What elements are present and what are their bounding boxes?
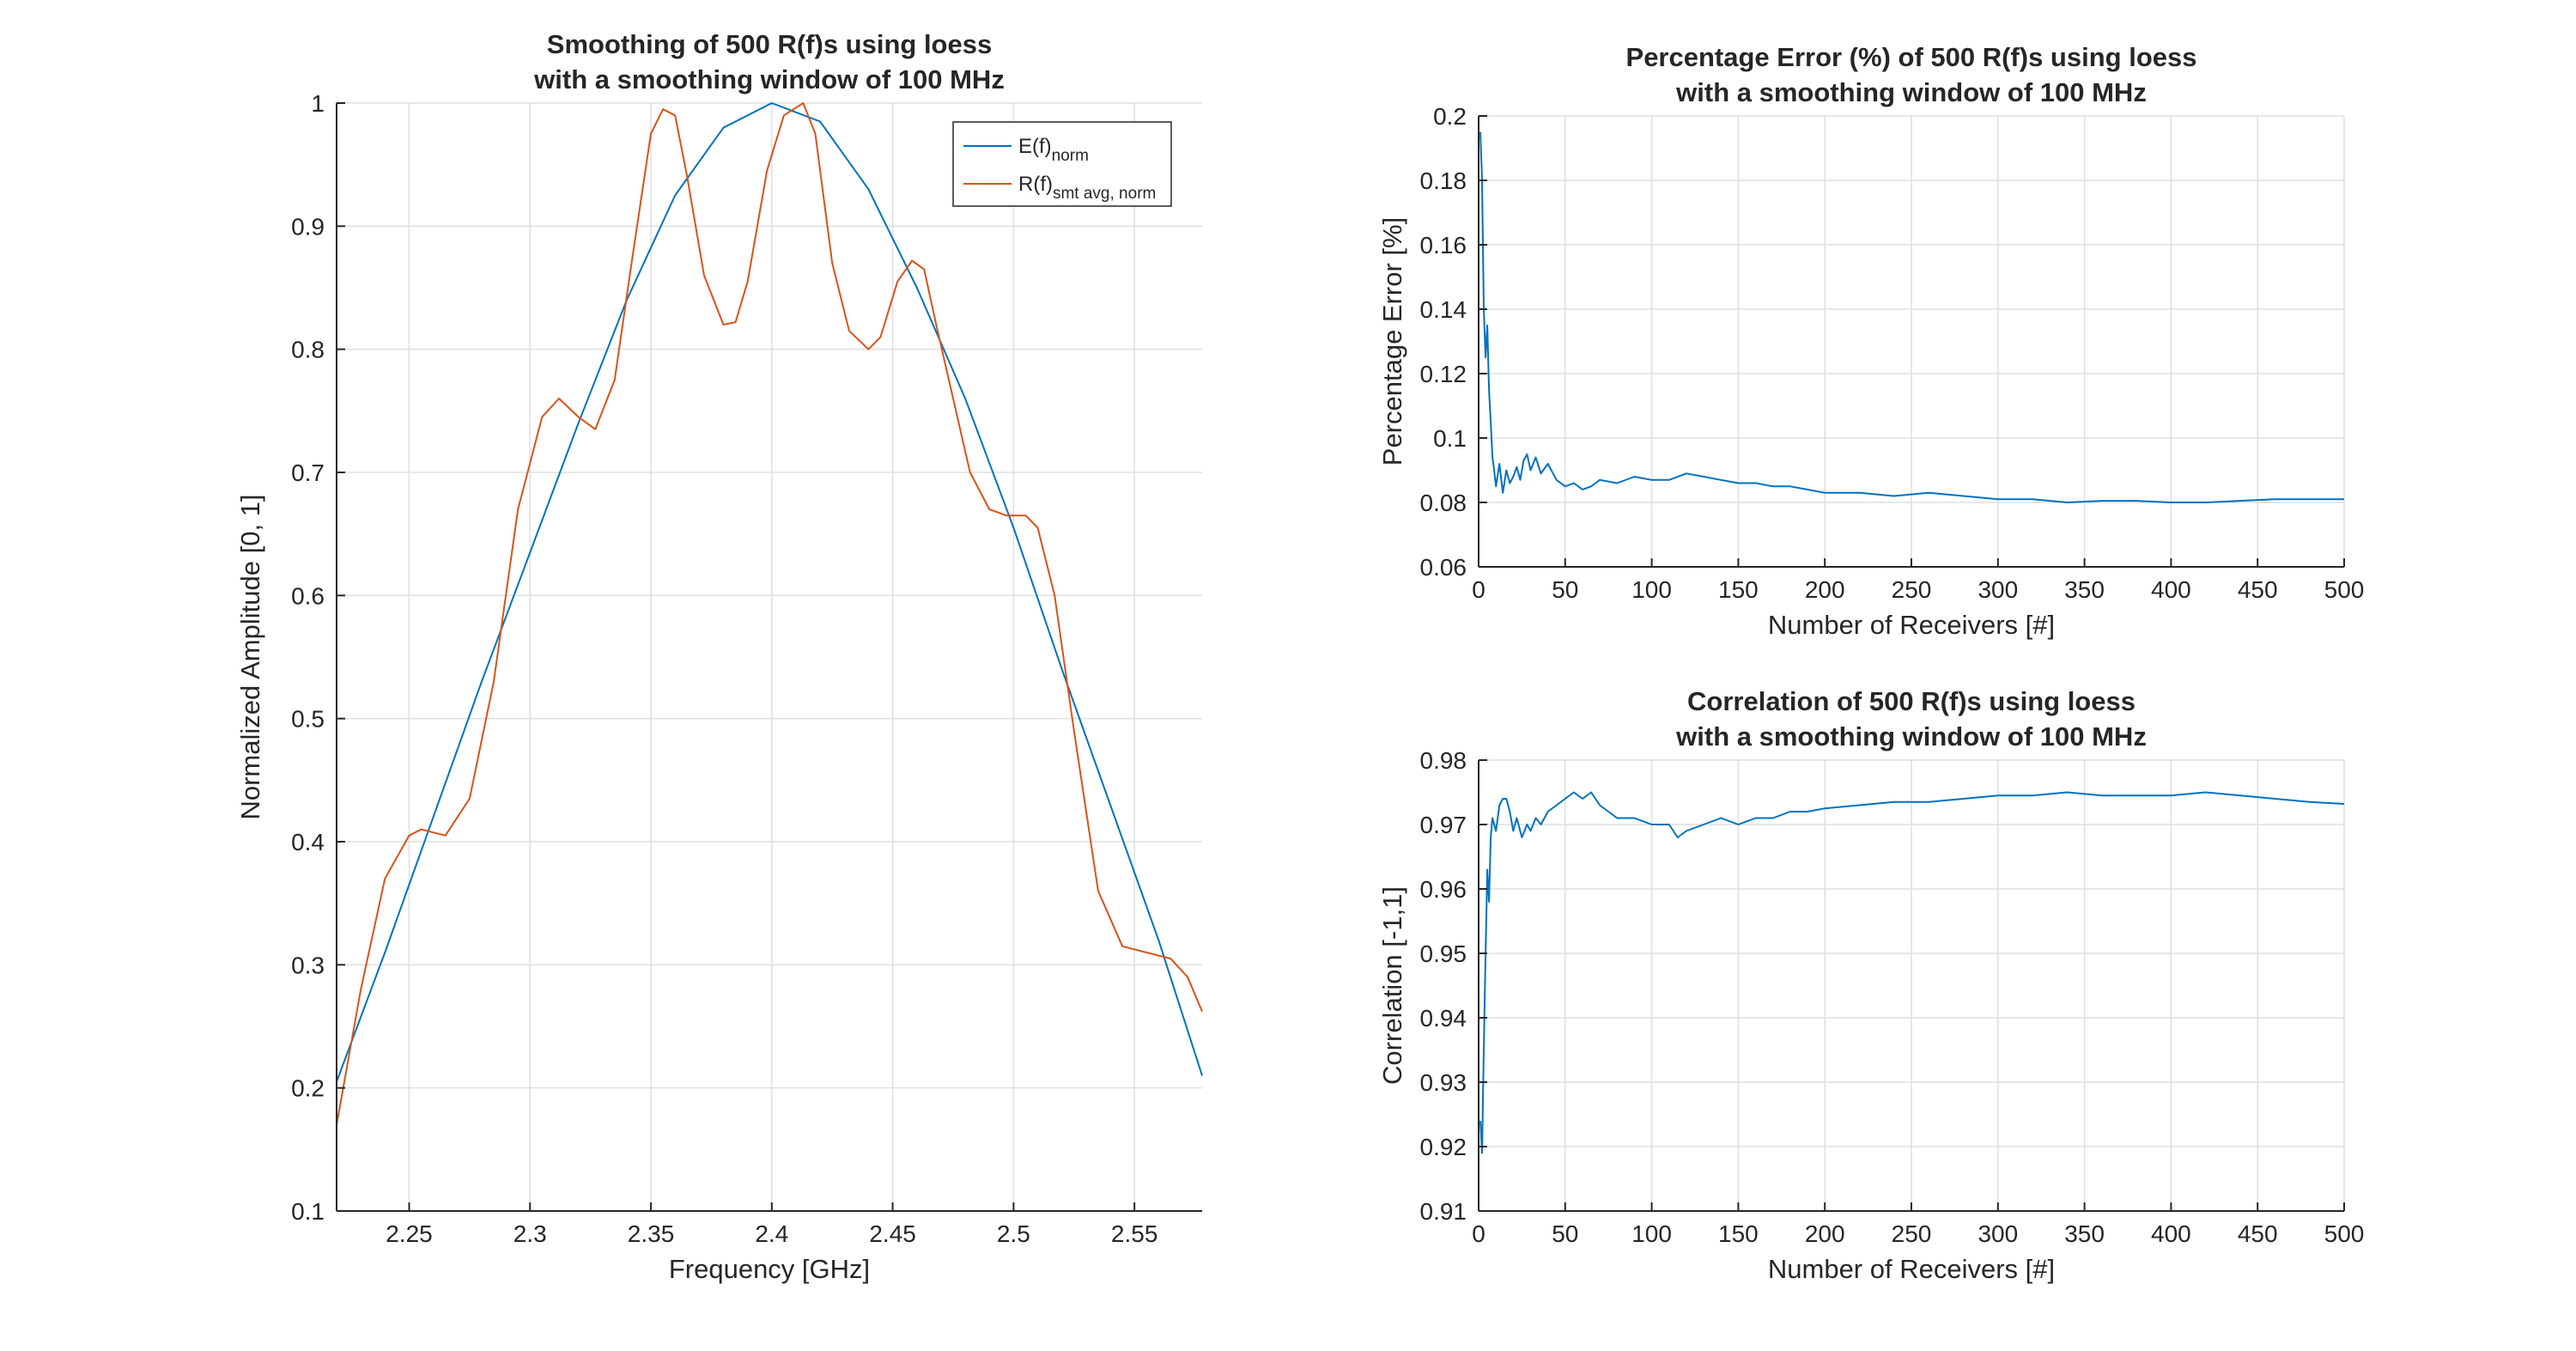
y-tick-label: 0.18 xyxy=(1420,167,1467,194)
x-tick-label: 450 xyxy=(2238,576,2278,603)
x-tick-label: 2.5 xyxy=(997,1220,1030,1247)
y-tick-label: 0.2 xyxy=(291,1075,325,1102)
y-axis-label: Normalized Amplitude [0, 1] xyxy=(235,494,265,819)
x-tick-label: 350 xyxy=(2064,1220,2105,1247)
legend-box xyxy=(952,121,1172,207)
y-tick-label: 0.7 xyxy=(291,459,325,486)
legend-sub-text: norm xyxy=(1052,147,1089,165)
x-tick-label: 400 xyxy=(2151,1220,2191,1247)
y-tick-label: 0.98 xyxy=(1420,747,1467,774)
y-tick-label: 0.93 xyxy=(1420,1069,1467,1096)
x-tick-label: 50 xyxy=(1552,1220,1578,1247)
chart-title-line-0: Correlation of 500 R(f)s using loess xyxy=(1687,686,2136,716)
y-tick-label: 0.92 xyxy=(1420,1134,1467,1160)
chart-title-line-1: with a smoothing window of 100 MHz xyxy=(1675,721,2147,752)
y-tick-label: 0.96 xyxy=(1420,876,1467,903)
x-axis-label: Frequency [GHz] xyxy=(669,1254,870,1284)
x-tick-label: 2.25 xyxy=(386,1220,433,1247)
y-tick-label: 0.97 xyxy=(1420,812,1467,838)
y-tick-label: 0.06 xyxy=(1420,554,1467,581)
series-line-0 xyxy=(1479,791,2345,1154)
x-tick-label: 300 xyxy=(1978,1220,2018,1247)
y-tick-label: 0.1 xyxy=(291,1198,325,1225)
x-tick-label: 250 xyxy=(1892,1220,1932,1247)
legend-sub-text: smt avg, norm xyxy=(1053,185,1156,203)
y-tick-label: 0.08 xyxy=(1420,490,1467,516)
y-tick-label: 0.95 xyxy=(1420,940,1467,967)
y-tick-label: 0.14 xyxy=(1420,296,1467,323)
x-axis-label: Number of Receivers [#] xyxy=(1768,1254,2055,1284)
chart-left: 2.25 2.3 2.35 2.4 2.45 2.5 2.55 0.1 0.2 0.3 0.4 0.5… xyxy=(235,29,1203,1284)
y-tick-label: 0.3 xyxy=(291,952,325,978)
y-tick-label: 0.8 xyxy=(291,337,325,363)
grid xyxy=(337,102,1202,1212)
x-tick-label: 500 xyxy=(2324,576,2365,603)
chart-title-line-0: Percentage Error (%) of 500 R(f)s using … xyxy=(1626,42,2197,72)
legend-entry-0: E(f)norm xyxy=(1018,135,1089,165)
x-tick-label: 0 xyxy=(1472,576,1485,603)
x-tick-label: 2.3 xyxy=(513,1220,547,1247)
y-tick-label: 0.91 xyxy=(1420,1198,1467,1225)
y-tick-label: 0.9 xyxy=(291,213,325,240)
y-axis-label: Correlation [-1,1] xyxy=(1377,886,1407,1085)
y-tick-label: 0.16 xyxy=(1420,232,1467,259)
y-tick-label: 0.5 xyxy=(291,706,325,733)
x-tick-label: 300 xyxy=(1978,576,2018,603)
x-axis-label: Number of Receivers [#] xyxy=(1768,610,2055,640)
grid xyxy=(1478,115,2345,568)
series-line-0 xyxy=(1479,131,2344,503)
chart-bottom-right: 0 50 100 150 200 250 300 350 400 450 500 0.91 0.92 0.… xyxy=(1377,686,2364,1284)
legend-entry-1: R(f)smt avg, norm xyxy=(1018,173,1156,203)
x-tick-label: 350 xyxy=(2064,576,2105,603)
grid xyxy=(1478,759,2345,1212)
chart-title-line-1: with a smoothing window of 100 MHz xyxy=(1675,77,2147,107)
y-tick-label: 0.12 xyxy=(1420,361,1467,387)
x-tick-label: 2.55 xyxy=(1111,1220,1158,1247)
y-tick-label: 0.6 xyxy=(291,582,325,609)
x-tick-label: 2.45 xyxy=(869,1220,916,1247)
chart-title-line-0: Smoothing of 500 R(f)s using loess xyxy=(547,29,992,59)
x-tick-label: 500 xyxy=(2324,1220,2365,1247)
x-tick-label: 450 xyxy=(2238,1220,2278,1247)
chart-top-right: 0 50 100 150 200 250 300 350 400 450 500 0.06 0.08 0.… xyxy=(1377,42,2364,640)
y-tick-label: 0.4 xyxy=(291,829,325,855)
x-tick-label: 2.35 xyxy=(628,1220,675,1247)
y-tick-label: 0.2 xyxy=(1433,103,1467,130)
x-tick-label: 200 xyxy=(1805,576,1845,603)
y-tick-label: 0.94 xyxy=(1420,1005,1467,1032)
y-tick-label: 1 xyxy=(311,90,325,117)
x-tick-label: 200 xyxy=(1805,1220,1845,1247)
legend: E(f)norm R(f)smt avg, norm xyxy=(952,121,1172,207)
chart-title-line-1: with a smoothing window of 100 MHz xyxy=(533,64,1005,94)
x-tick-label: 100 xyxy=(1631,1220,1672,1247)
series-line-1 xyxy=(336,102,1203,1125)
legend-main-text: E(f) xyxy=(1018,135,1052,158)
legend-main-text: R(f) xyxy=(1018,173,1053,196)
y-tick-label: 0.1 xyxy=(1433,425,1467,452)
x-tick-label: 250 xyxy=(1892,576,1932,603)
x-tick-label: 100 xyxy=(1631,576,1672,603)
y-axis-label: Percentage Error [%] xyxy=(1377,217,1407,466)
x-tick-label: 50 xyxy=(1552,576,1578,603)
x-tick-label: 150 xyxy=(1718,1220,1759,1247)
x-tick-label: 150 xyxy=(1718,576,1759,603)
x-tick-label: 400 xyxy=(2151,576,2191,603)
x-tick-label: 2.4 xyxy=(755,1220,788,1247)
series-line-0 xyxy=(336,102,1203,1082)
x-tick-label: 0 xyxy=(1472,1220,1485,1247)
